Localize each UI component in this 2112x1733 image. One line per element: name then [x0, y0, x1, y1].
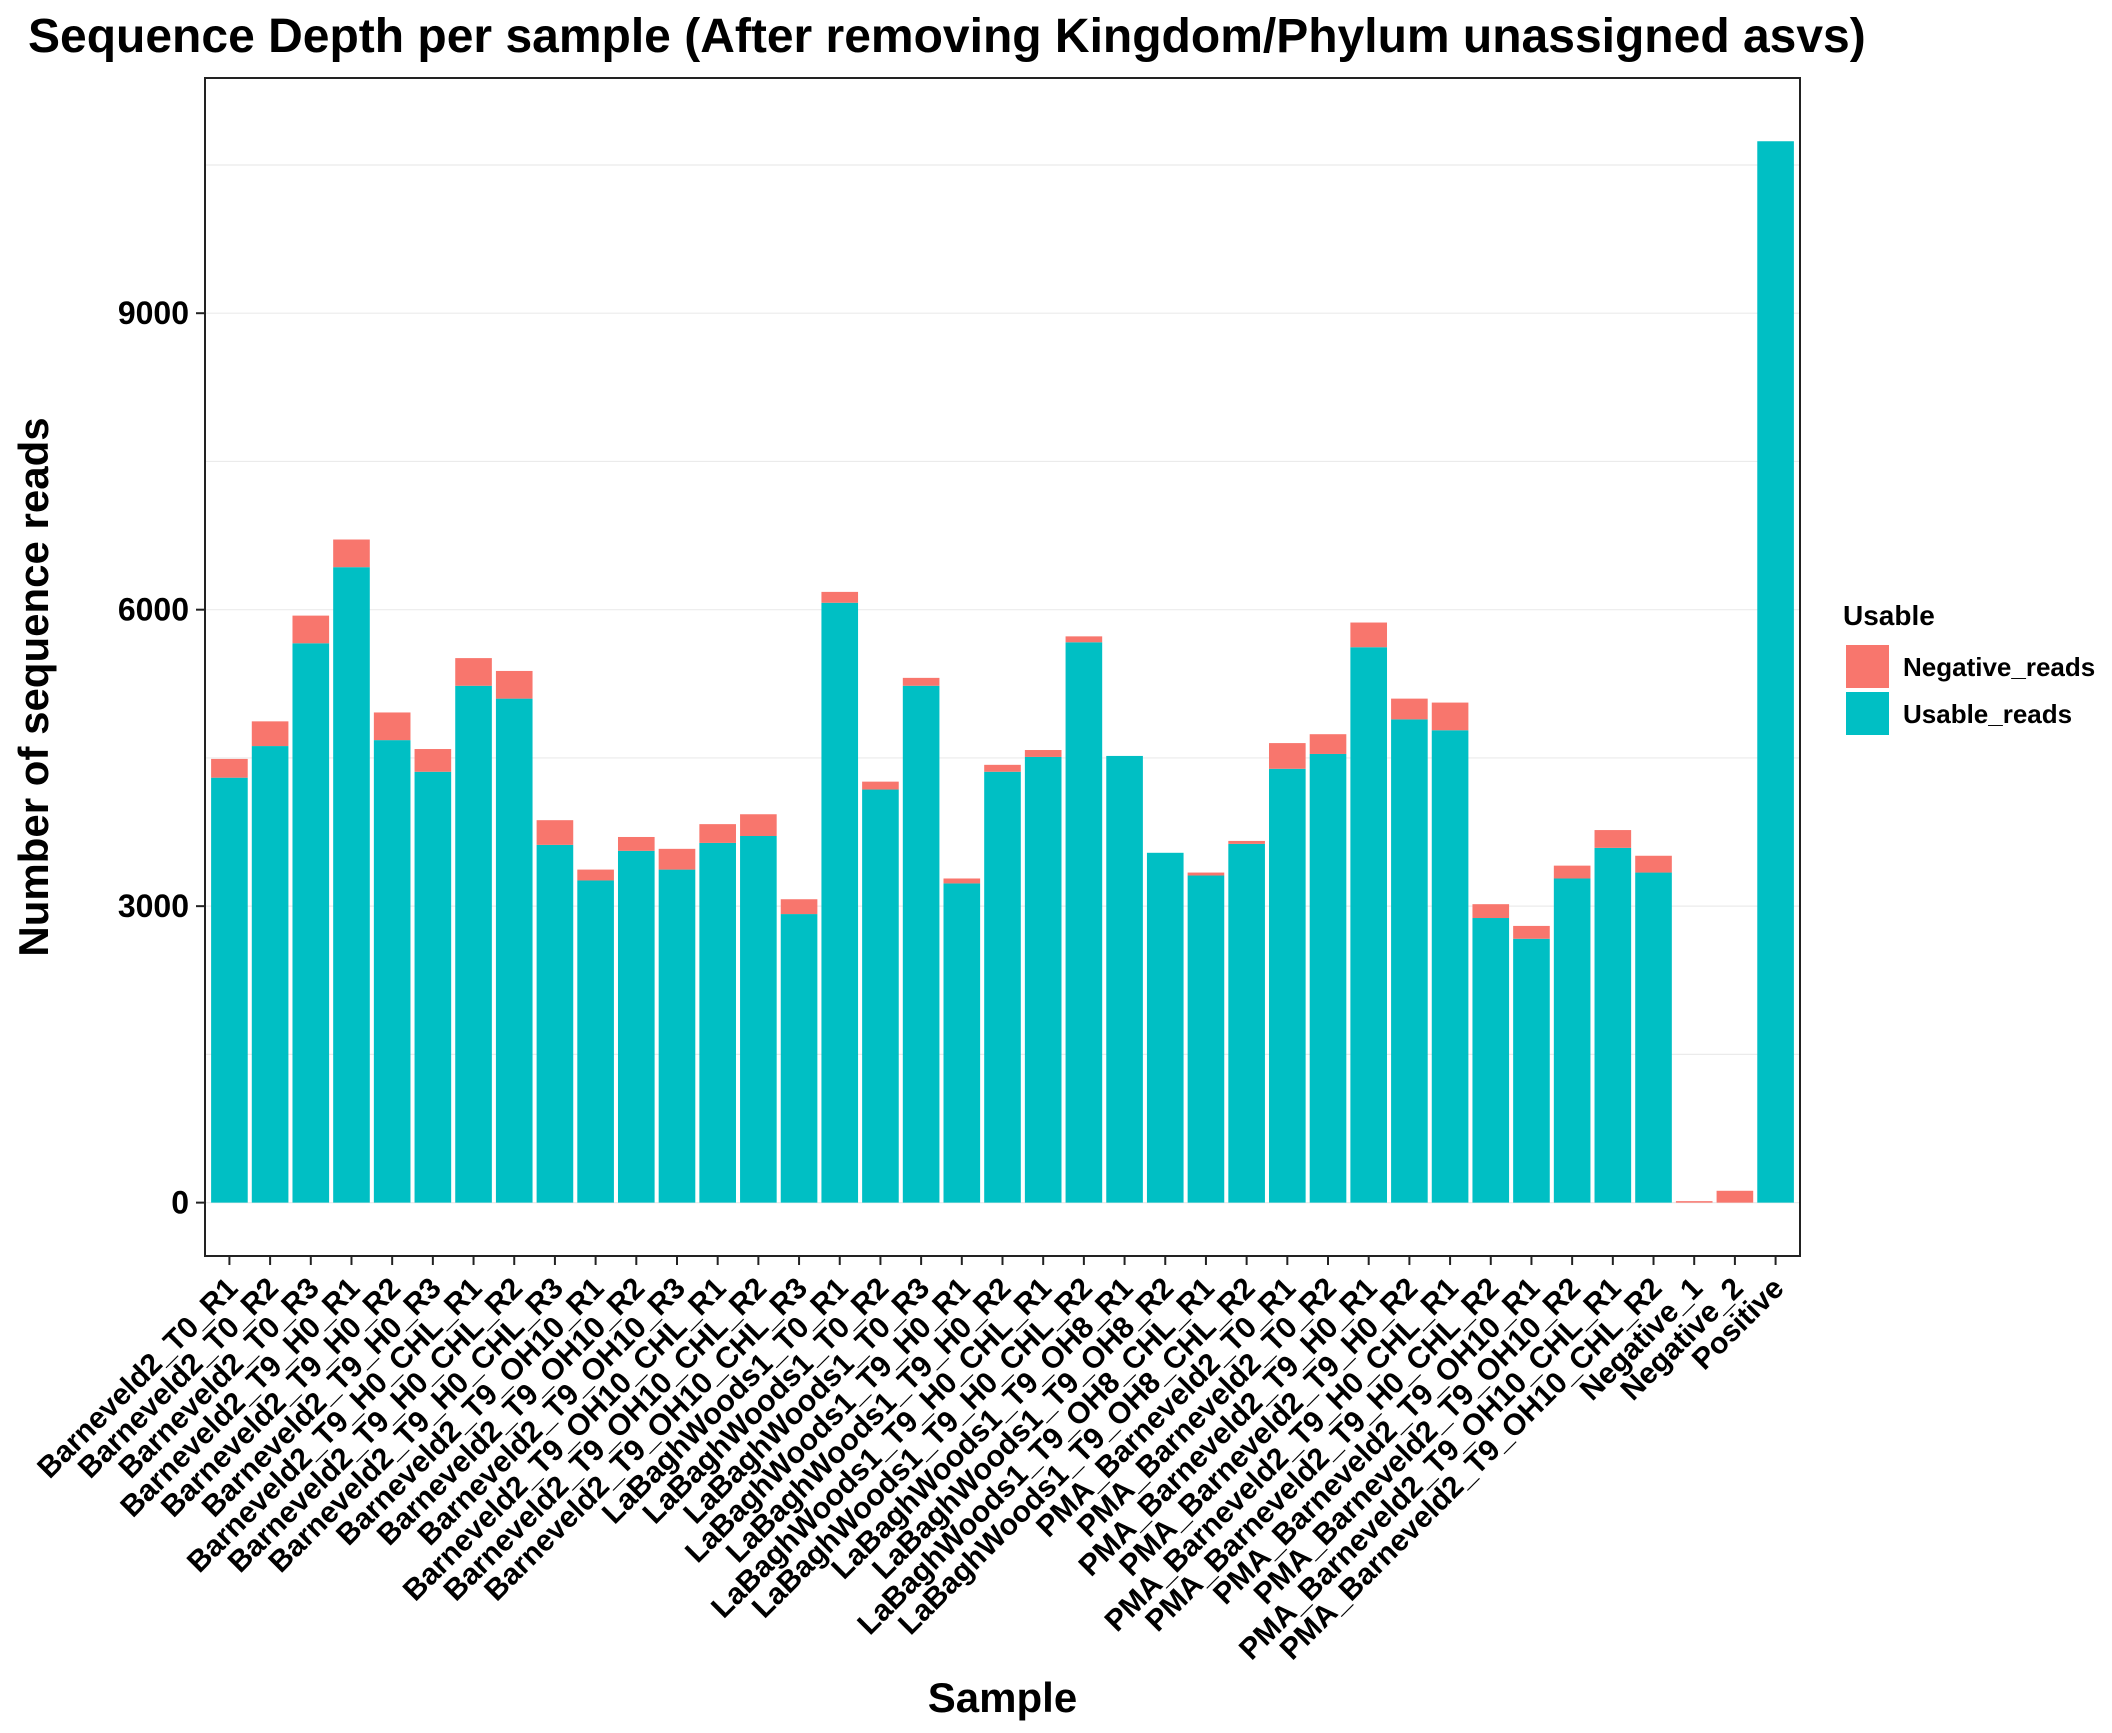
bar-negative-reads	[333, 539, 370, 568]
bar-usable-reads	[1431, 730, 1469, 1203]
bar-usable-reads	[292, 643, 330, 1203]
bar-negative-reads	[821, 591, 859, 603]
bar-negative-reads	[495, 670, 533, 699]
bar-negative-reads	[1391, 698, 1428, 720]
bar-usable-reads	[1635, 872, 1672, 1203]
bar-negative-reads	[536, 820, 574, 845]
y-tick-label: 6000	[118, 592, 189, 628]
bar-negative-reads	[1513, 925, 1550, 939]
bar-negative-reads	[292, 615, 330, 644]
bar-usable-reads	[373, 740, 411, 1203]
bar-usable-reads	[984, 771, 1021, 1203]
bar-usable-reads	[658, 869, 696, 1203]
bar-negative-reads	[943, 878, 981, 884]
bar-usable-reads	[495, 698, 533, 1203]
bar-usable-reads	[455, 685, 492, 1203]
y-tick-label: 3000	[118, 888, 189, 924]
bar-negative-reads	[1309, 734, 1347, 754]
bar-negative-reads	[658, 848, 696, 870]
bar-usable-reads	[943, 883, 981, 1203]
legend-title: Usable	[1843, 600, 1935, 631]
bar-usable-reads	[1106, 755, 1143, 1203]
bar-negative-reads	[740, 814, 777, 836]
bar-usable-reads	[740, 835, 777, 1203]
chart-title: Sequence Depth per sample (After removin…	[28, 10, 1866, 63]
bar-negative-reads	[617, 836, 655, 851]
bar-negative-reads	[251, 721, 289, 747]
bar-negative-reads	[1472, 904, 1510, 919]
bar-negative-reads	[414, 749, 452, 772]
bar-negative-reads	[1431, 702, 1469, 731]
bar-negative-reads	[211, 758, 248, 778]
legend-key-negative-reads	[1846, 645, 1889, 688]
y-axis-title: Number of sequence reads	[10, 417, 57, 956]
bar-usable-reads	[414, 771, 452, 1203]
bar-negative-reads	[1716, 1190, 1754, 1203]
bar-negative-reads	[699, 824, 736, 843]
legend: Usable Negative_reads Usable_reads	[1843, 600, 2095, 735]
bar-usable-reads	[862, 789, 899, 1203]
bar-negative-reads	[1187, 872, 1225, 876]
bar-usable-reads	[1269, 768, 1306, 1203]
bar-negative-reads	[1594, 830, 1632, 848]
bar-negative-reads	[373, 712, 411, 741]
bar-negative-reads	[902, 677, 940, 686]
bar-usable-reads	[1757, 141, 1794, 1203]
bar-negative-reads	[1350, 622, 1388, 648]
bar-negative-reads	[1024, 750, 1062, 757]
x-axis-title: Sample	[928, 1674, 1077, 1721]
bar-negative-reads	[1269, 743, 1306, 769]
bar-usable-reads	[1594, 847, 1632, 1203]
y-tick-label: 9000	[118, 295, 189, 331]
bar-usable-reads	[902, 685, 940, 1203]
bar-negative-reads	[984, 764, 1021, 772]
bar-usable-reads	[1065, 642, 1103, 1203]
bar-usable-reads	[333, 567, 370, 1203]
bar-usable-reads	[1187, 875, 1225, 1203]
bar-usable-reads	[1309, 753, 1347, 1203]
legend-key-usable-reads	[1846, 692, 1889, 735]
bar-negative-reads	[577, 869, 614, 881]
bar-usable-reads	[1350, 647, 1388, 1203]
bar-usable-reads	[780, 914, 818, 1203]
bar-negative-reads	[1675, 1201, 1713, 1203]
bar-usable-reads	[1391, 719, 1428, 1203]
bar-usable-reads	[1553, 878, 1591, 1203]
bar-negative-reads	[862, 781, 899, 790]
bar-usable-reads	[1024, 756, 1062, 1203]
bar-usable-reads	[1228, 843, 1265, 1203]
bar-negative-reads	[455, 658, 492, 686]
legend-label: Negative_reads	[1903, 652, 2095, 682]
legend-label: Usable_reads	[1903, 699, 2072, 729]
bar-usable-reads	[251, 746, 289, 1203]
bar-usable-reads	[699, 842, 736, 1203]
bar-usable-reads	[1146, 852, 1184, 1203]
y-tick-label: 0	[171, 1185, 189, 1221]
bar-negative-reads	[1635, 855, 1672, 873]
bar-negative-reads	[780, 899, 818, 915]
bar-negative-reads	[1065, 636, 1103, 643]
bar-usable-reads	[617, 850, 655, 1203]
bar-negative-reads	[1228, 840, 1265, 844]
bar-usable-reads	[211, 777, 248, 1203]
bar-usable-reads	[1513, 938, 1550, 1203]
bar-usable-reads	[577, 880, 614, 1203]
bar-negative-reads	[1553, 865, 1591, 879]
bar-usable-reads	[536, 844, 574, 1203]
bar-usable-reads	[1472, 918, 1510, 1203]
bar-usable-reads	[821, 602, 859, 1203]
